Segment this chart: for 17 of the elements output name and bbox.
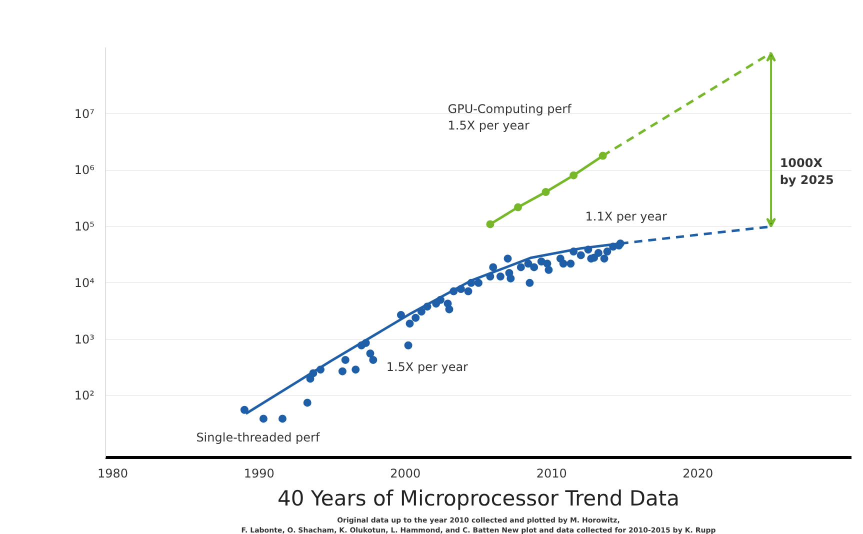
annotation: Single-threaded perf [196, 430, 320, 445]
y-tick-label: 10² [74, 388, 95, 403]
x-tick-label: 2000 [390, 466, 421, 480]
y-tick-label: 10⁷ [74, 106, 95, 121]
annotation: 1.5X per year [386, 360, 468, 374]
y-tick-label: 10⁶ [74, 163, 95, 178]
y-tick-label: 10⁴ [74, 276, 95, 290]
x-tick-label: 1980 [98, 466, 128, 480]
x-tick-label: 2010 [536, 466, 567, 480]
y-tick-label: 10³ [74, 332, 95, 346]
x-tick-label: 2020 [682, 466, 714, 480]
text: 40 Years of Microprocessor Trend Data [277, 486, 680, 510]
annotation: GPU-Computing perf 1.5X per year [448, 102, 572, 133]
annotation: 1.1X per year [585, 210, 667, 224]
annotation: 1000X by 2025 [780, 156, 834, 187]
y-tick-label: 10⁵ [74, 220, 95, 234]
x-tick-label: 1990 [244, 466, 274, 480]
